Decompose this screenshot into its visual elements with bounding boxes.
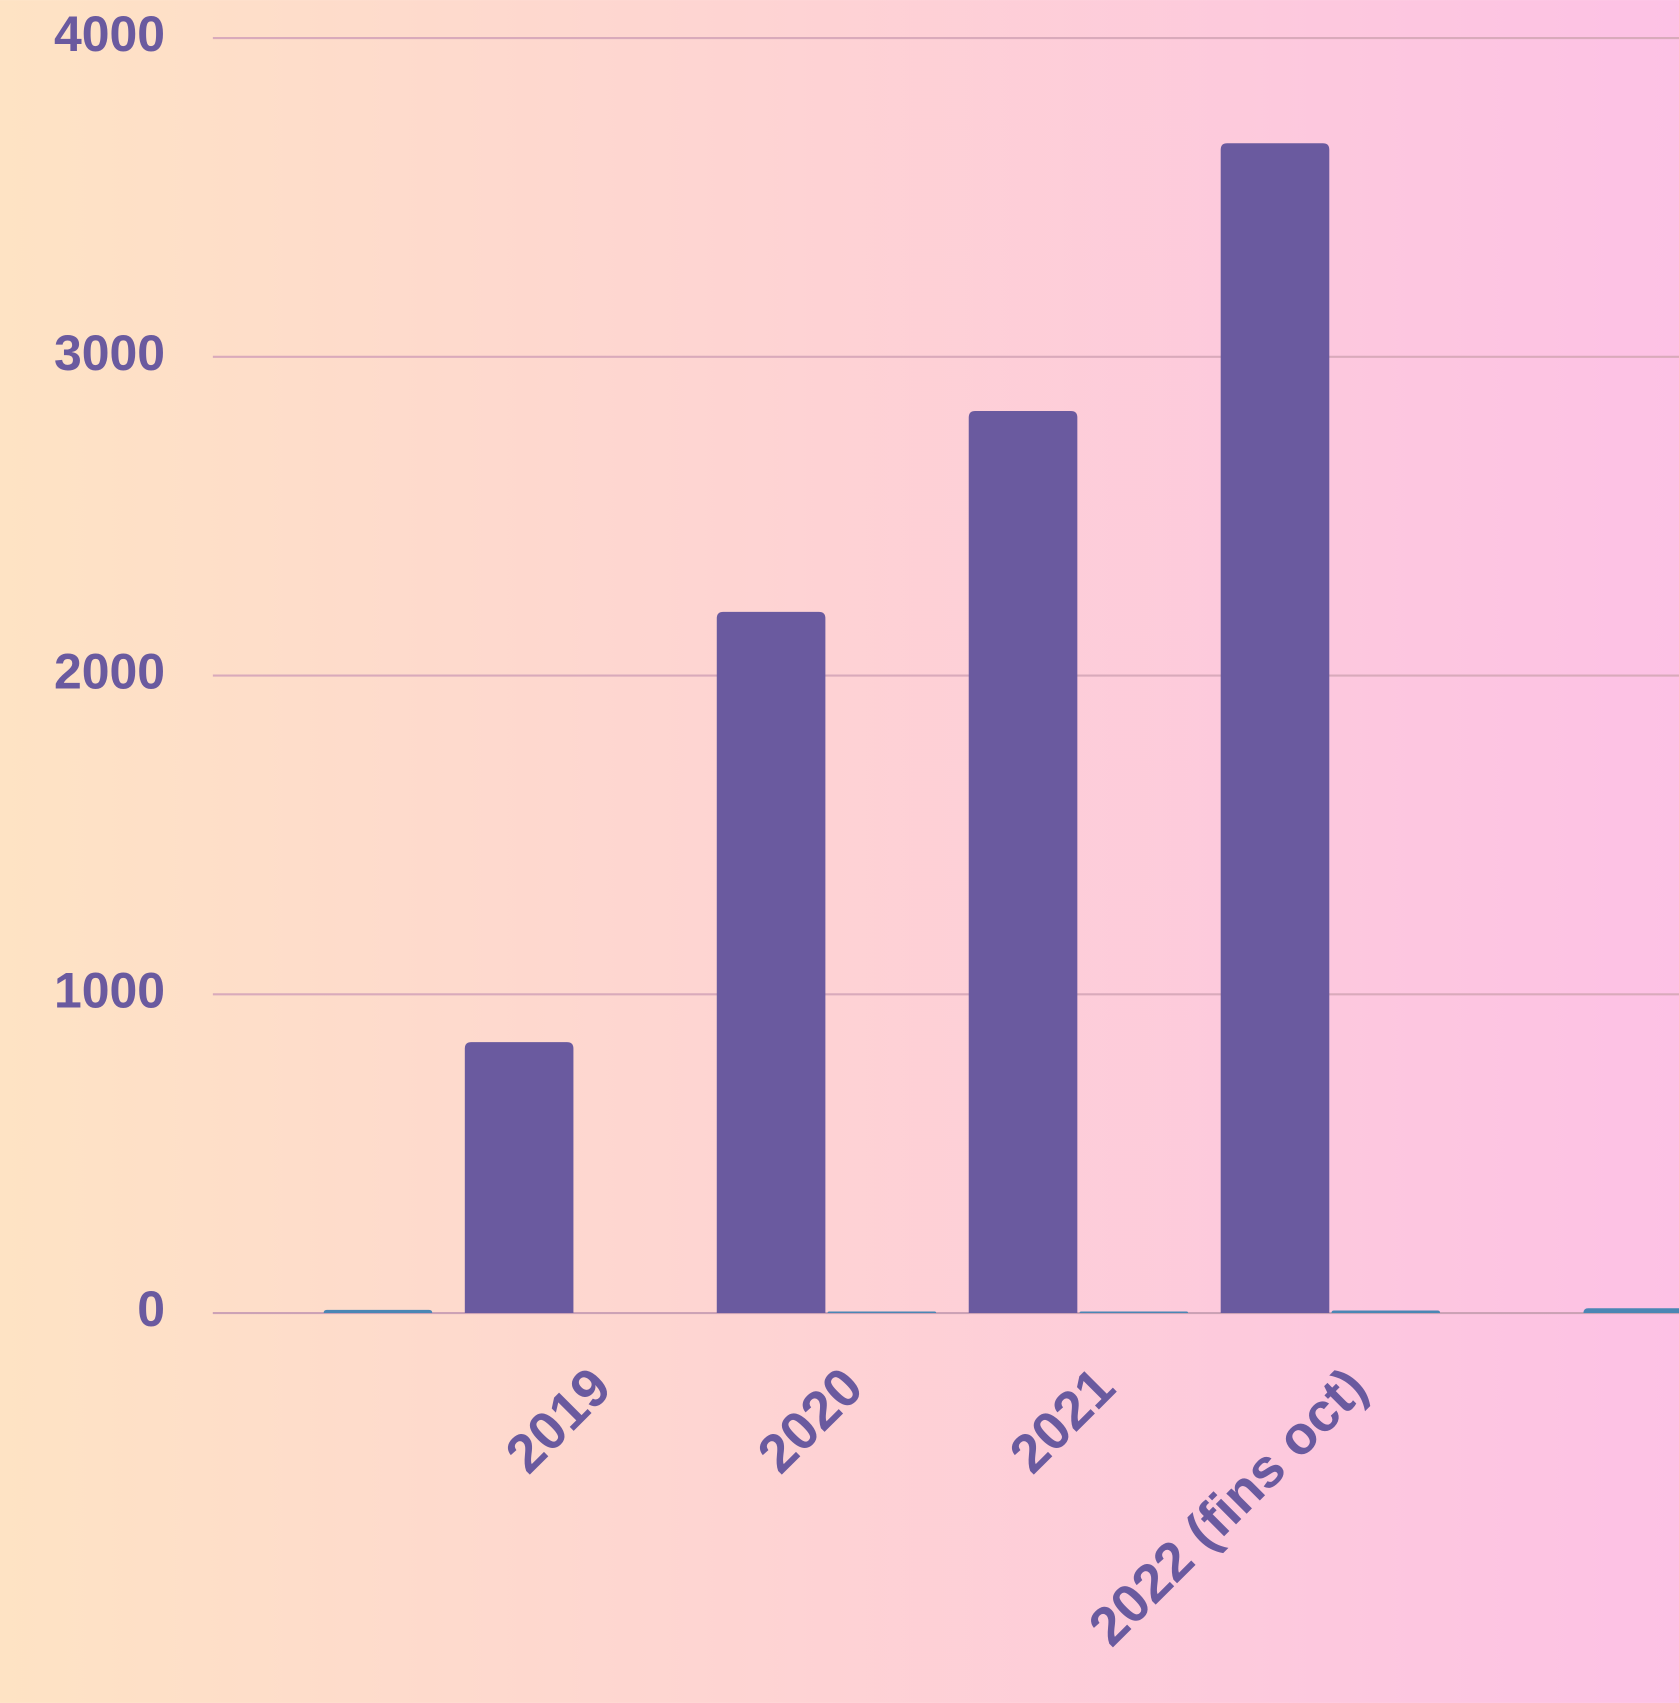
bar <box>464 1042 574 1314</box>
bar <box>716 611 826 1314</box>
bar <box>827 1311 937 1314</box>
y-tick-label: 2000 <box>54 644 165 700</box>
bar <box>323 1309 433 1314</box>
bar <box>1583 1308 1679 1314</box>
bar <box>1079 1311 1189 1314</box>
y-tick-label: 1000 <box>54 963 165 1019</box>
plot <box>323 143 1679 1314</box>
y-tick-label: 4000 <box>54 6 165 62</box>
bar <box>968 411 1078 1314</box>
bar <box>1331 1310 1441 1314</box>
y-tick-label: 3000 <box>54 325 165 381</box>
bar <box>1220 143 1330 1314</box>
y-tick-label: 0 <box>137 1281 165 1337</box>
